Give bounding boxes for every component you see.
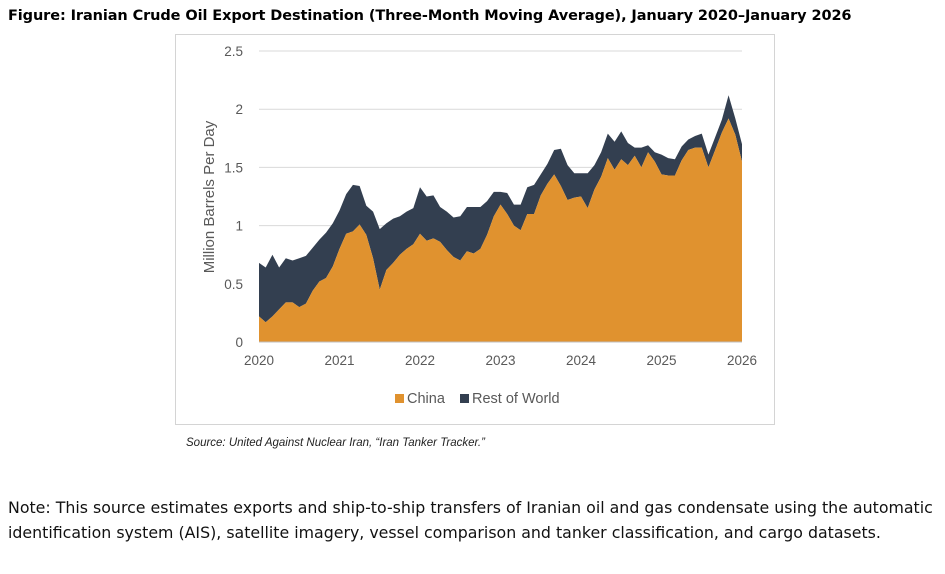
y-tick-label: 0 [235, 335, 243, 350]
y-tick-label: 1 [235, 219, 243, 234]
chart-container: 0 0.5 1 1.5 2 2.5 2020 2021 2022 2023 2024 2025 2026… [175, 34, 775, 425]
legend-swatch-rest-of-world [460, 394, 469, 403]
figure-title: Figure: Iranian Crude Oil Export Destina… [8, 8, 852, 24]
legend: China Rest of World [395, 391, 560, 407]
area-layer [259, 95, 742, 342]
series-area-china [259, 118, 742, 342]
x-tick-label: 2024 [566, 353, 597, 368]
x-tick-label: 2021 [324, 353, 354, 368]
x-tick-label: 2022 [405, 353, 435, 368]
stacked-area-chart: 0 0.5 1 1.5 2 2.5 2020 2021 2022 2023 2024 2025 2026… [201, 44, 757, 407]
y-axis-label: Million Barrels Per Day [201, 120, 218, 273]
x-tick-label: 2020 [244, 353, 274, 368]
y-tick-label: 2 [235, 102, 243, 117]
x-tick-label: 2026 [727, 353, 757, 368]
legend-label-china: China [407, 391, 446, 407]
y-tick-label: 2.5 [224, 44, 243, 59]
series-area-rest-of-world [259, 95, 742, 323]
legend-label-rest-of-world: Rest of World [472, 391, 560, 407]
legend-swatch-china [395, 394, 404, 403]
source-citation: Source: United Against Nuclear Iran, “Ir… [186, 437, 485, 449]
y-tick-label: 1.5 [224, 160, 243, 175]
note-text: Note: This source estimates exports and … [8, 498, 933, 542]
axes: 0 0.5 1 1.5 2 2.5 2020 2021 2022 2023 2024 2025 2026 [224, 44, 757, 368]
x-tick-label: 2023 [485, 353, 515, 368]
y-tick-label: 0.5 [224, 277, 243, 292]
x-tick-label: 2025 [646, 353, 676, 368]
